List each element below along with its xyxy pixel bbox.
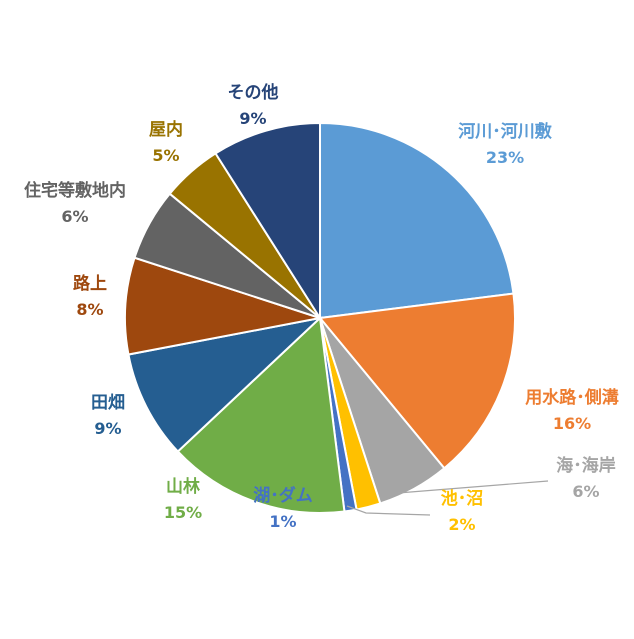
slice-value-label: 9% [239,109,266,128]
slice-label: 河川･河川敷 [458,121,552,142]
slice-label: 用水路･側溝 [525,387,619,408]
slice-value-label: 9% [94,419,121,438]
slice-label: 田畑 [91,393,125,413]
slice-value-label: 5% [152,146,179,165]
slice-value-label: 16% [553,414,591,433]
slice-label: 屋内 [149,119,183,140]
slice-value-label: 15% [164,503,202,522]
slice-value-label: 6% [61,207,88,226]
leader-line [346,505,431,516]
slice-value-label: 1% [269,512,296,531]
pie-slice [124,256,321,356]
leader-line [397,480,549,494]
slice-label: 路上 [73,273,107,294]
pie-slice [127,316,324,453]
pie-slice [318,292,516,470]
slice-label: 湖･ダム [253,485,313,506]
slice-label: 池･沼 [441,488,484,509]
slice-value-label: 2% [448,515,475,534]
slice-value-label: 6% [572,482,599,501]
slice-label: 山林 [166,476,200,497]
pie-slice [319,121,515,320]
slice-label: 海･海岸 [556,455,616,476]
slice-value-label: 8% [76,300,103,319]
pie-slice [176,315,346,514]
slice-label: その他 [228,82,279,103]
slice-label: 住宅等敷地内 [24,180,126,201]
pie-slice [214,121,321,322]
slice-value-label: 23% [486,148,524,167]
